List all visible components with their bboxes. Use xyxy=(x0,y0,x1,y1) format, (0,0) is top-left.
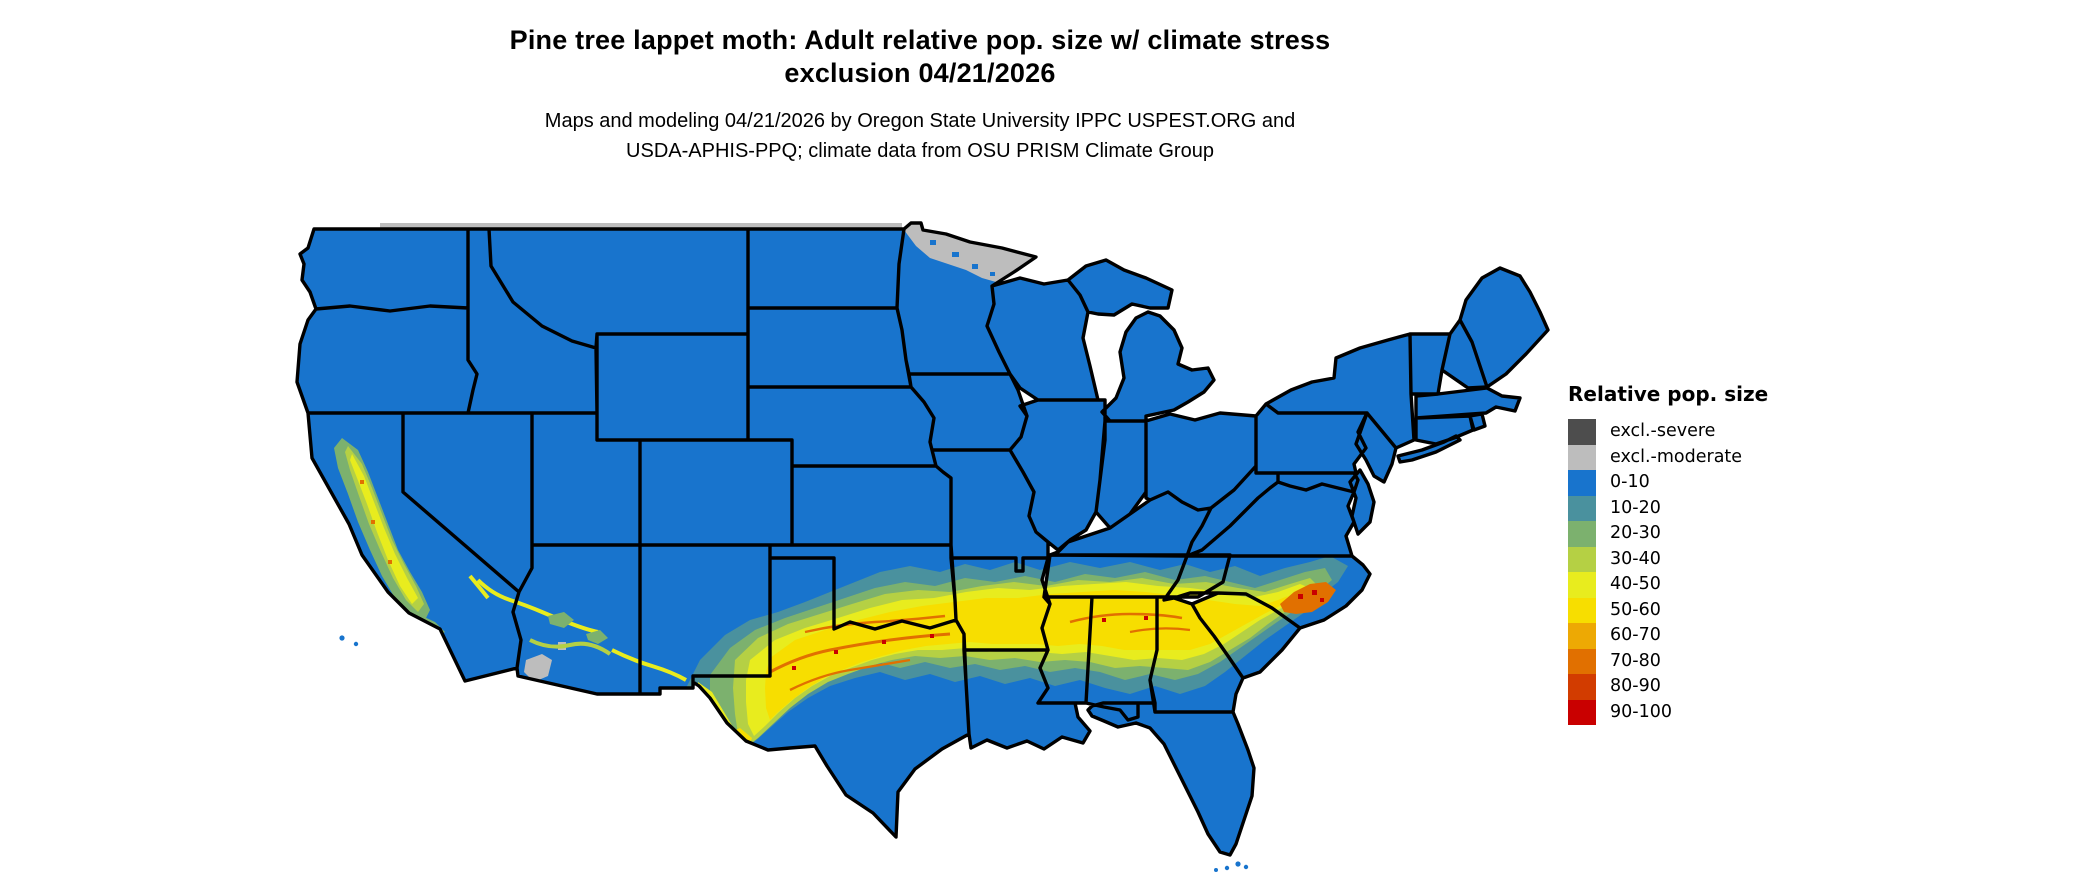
raster-fleck-red xyxy=(1102,618,1106,622)
legend-row: 10-20 xyxy=(1568,495,1768,521)
raster-fleck xyxy=(371,520,375,524)
figure-subtitle-line1: Maps and modeling 04/21/2026 by Oregon S… xyxy=(544,110,1296,132)
california-band-40-50 xyxy=(350,454,418,604)
filigree-blob xyxy=(586,630,608,644)
state-fill-layer xyxy=(297,223,1548,855)
legend-row: 20-30 xyxy=(1568,521,1768,547)
raster-fleck xyxy=(388,560,392,564)
legend-label: 60-70 xyxy=(1610,625,1661,645)
legend-swatch xyxy=(1568,648,1596,674)
raster-fleck-red xyxy=(792,666,796,670)
legend-title: Relative pop. size xyxy=(1568,382,1769,406)
filigree-blob xyxy=(548,612,574,628)
excluded-area-arizona xyxy=(524,654,552,682)
filigree-new-mexico xyxy=(611,648,687,682)
raster-fleck-red xyxy=(1320,598,1324,602)
raster-fleck-red xyxy=(1298,594,1303,599)
raster-fleck-red xyxy=(930,634,934,638)
legend-label: 50-60 xyxy=(1610,599,1661,620)
raster-speckle xyxy=(930,240,936,245)
island-dots xyxy=(339,635,1249,872)
legend-swatch xyxy=(1568,444,1596,470)
figure-subtitle: Maps and modeling 04/21/2026 by Oregon S… xyxy=(0,106,1840,166)
figure-header: Pine tree lappet moth: Adult relative po… xyxy=(0,24,1840,166)
legend-label: 30-40 xyxy=(1610,548,1661,569)
legend-swatch xyxy=(1568,572,1596,598)
legend-swatch xyxy=(1568,495,1596,521)
legend-row: 90-100 xyxy=(1568,699,1768,725)
us-map xyxy=(230,220,1562,882)
legend-swatch xyxy=(1568,623,1596,649)
figure-title-line1: Pine tree lappet moth: Adult relative po… xyxy=(509,25,1331,55)
raster-fleck-red xyxy=(882,640,886,644)
us-map-canvas xyxy=(295,221,1550,872)
legend-label: 80-90 xyxy=(1610,676,1661,696)
filigree-nevada xyxy=(468,574,490,600)
band-filament-orange xyxy=(789,658,911,692)
legend-label: 10-20 xyxy=(1610,497,1661,518)
legend-swatch xyxy=(1568,674,1596,700)
legend-row: 60-70 xyxy=(1568,623,1768,649)
legend-label: 70-80 xyxy=(1610,650,1661,671)
north-border-exclusion-strip xyxy=(380,223,902,228)
legend-label: 90-100 xyxy=(1610,701,1672,722)
figure-subtitle-line2: USDA-APHIS-PPQ; climate data from OSU PR… xyxy=(626,140,1214,162)
legend-label: excl.-severe xyxy=(1610,421,1716,441)
legend-items: excl.-severe excl.-moderate 0-10 10-20 2… xyxy=(1568,419,1768,725)
raster-speckle xyxy=(952,252,959,257)
raster-fleck xyxy=(360,480,364,484)
raster-speckle xyxy=(972,264,978,269)
legend-swatch xyxy=(1568,470,1596,496)
filigree-arizona-south xyxy=(529,638,612,656)
legend-row: 80-90 xyxy=(1568,674,1768,700)
raster-fleck-red xyxy=(728,732,732,736)
band-filament-orange xyxy=(1129,627,1191,634)
legend-swatch xyxy=(1568,597,1596,623)
band-filament-orange xyxy=(769,632,951,674)
nc-coast-hotspot xyxy=(1280,582,1336,614)
legend-label: excl.-moderate xyxy=(1610,446,1743,467)
legend-row: 40-50 xyxy=(1568,572,1768,598)
legend-swatch xyxy=(1568,419,1596,445)
legend-row: 0-10 xyxy=(1568,470,1768,496)
excluded-area-minnesota xyxy=(904,224,1034,282)
risk-raster-overlay xyxy=(320,224,1348,776)
legend-swatch xyxy=(1568,699,1596,725)
legend-swatch xyxy=(1568,546,1596,572)
legend-row: excl.-severe xyxy=(1568,419,1768,445)
legend-label: 40-50 xyxy=(1610,574,1661,594)
legend-label: 20-30 xyxy=(1610,523,1661,543)
band-filament-orange xyxy=(1069,612,1183,624)
raster-fleck-red xyxy=(1144,616,1148,620)
raster-speckle xyxy=(990,272,995,276)
legend-row: 70-80 xyxy=(1568,648,1768,674)
figure-title-line2: exclusion 04/21/2026 xyxy=(784,58,1056,88)
raster-fleck-red xyxy=(1312,590,1317,595)
figure-title: Pine tree lappet moth: Adult relative po… xyxy=(0,24,1840,90)
map-legend: Relative pop. size excl.-severe excl.-mo… xyxy=(1568,382,1768,725)
raster-fleck-red xyxy=(834,650,838,654)
band-filament-orange xyxy=(804,614,946,634)
legend-row: 50-60 xyxy=(1568,597,1768,623)
legend-swatch xyxy=(1568,521,1596,547)
legend-row: 30-40 xyxy=(1568,546,1768,572)
legend-label: 0-10 xyxy=(1610,472,1650,492)
filigree-arizona-rim xyxy=(476,578,599,634)
legend-row: excl.-moderate xyxy=(1568,444,1768,470)
